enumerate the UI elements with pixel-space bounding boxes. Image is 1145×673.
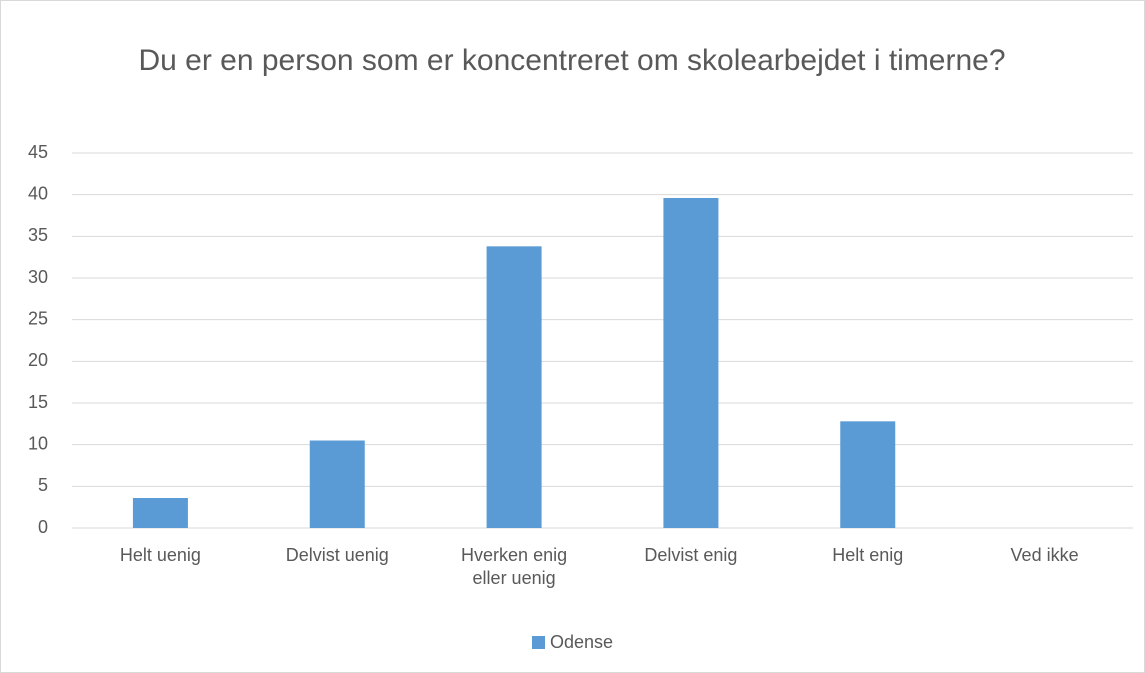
x-tick-label: Delvist enig: [644, 545, 738, 565]
y-tick-label: 0: [38, 517, 48, 537]
x-tick-label: Delvist uenig: [285, 545, 389, 565]
y-tick-label: 45: [28, 142, 48, 162]
y-tick-label: 5: [38, 475, 48, 495]
x-tick-label: Helt enig: [832, 545, 904, 565]
y-tick-label: 10: [28, 433, 48, 453]
bar: [663, 198, 719, 528]
y-tick-label: 20: [28, 350, 48, 370]
bar: [486, 246, 542, 529]
y-tick-label: 15: [28, 392, 48, 412]
bar: [309, 440, 365, 528]
y-tick-label: 35: [28, 225, 48, 245]
y-tick-label: 25: [28, 308, 48, 328]
bar: [132, 498, 188, 528]
y-tick-label: 30: [28, 267, 48, 287]
legend: Odense: [0, 632, 1145, 653]
x-tick-label: Ved ikke: [1010, 545, 1079, 565]
x-tick-label: Hverken enig eller uenig: [461, 545, 568, 588]
x-tick-label: Helt uenig: [119, 545, 201, 565]
bar: [840, 421, 896, 528]
legend-swatch: [531, 636, 545, 649]
y-tick-label: 40: [28, 183, 48, 203]
chart-title: Du er en person som er koncentreret om s…: [138, 44, 1006, 77]
legend-label: Odense: [549, 632, 614, 652]
